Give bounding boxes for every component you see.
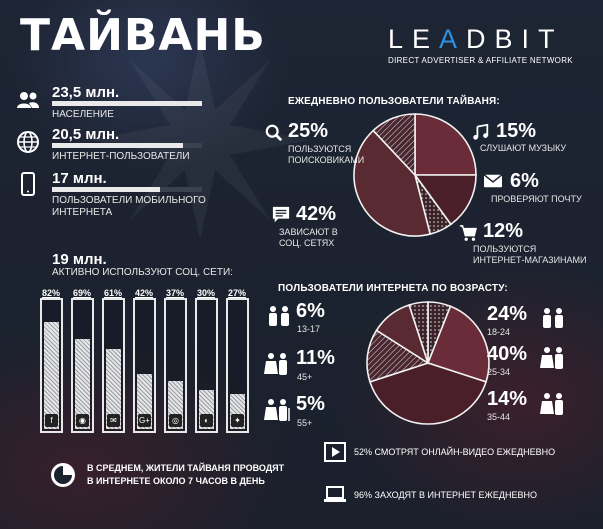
sun-decoration [90, 40, 310, 240]
daily-internet-stat: 96% ЗАХОДЯТ В ИНТЕРНЕТ ЕЖЕДНЕВНО [354, 490, 537, 500]
mobile-users-bar [52, 187, 202, 192]
daily-shop-pct: 12% [483, 220, 524, 242]
daily-search-label-2: ПОИСКОВИКАМИ [288, 155, 365, 165]
daily-shop-label-1: ПОЛЬЗУЮТСЯ [473, 244, 537, 254]
pie2-slice-2 [368, 362, 488, 425]
social-users-label: АКТИВНО ИСПОЛЬЗУЮТ СОЦ. СЕТИ: [52, 267, 233, 278]
daily-mail-label: ПРОВЕРЯЮТ ПОЧТУ [491, 194, 582, 204]
music-icon [473, 123, 489, 140]
pie1-slice-4 [372, 113, 416, 178]
social-bar-label-messenger: 61% [103, 288, 122, 298]
population-bar [52, 101, 202, 106]
elderly-icon [264, 399, 290, 421]
daily-music-label: СЛУШАЮТ МУЗЫКУ [480, 143, 567, 153]
internet-users-bar [52, 143, 202, 148]
social-bar-weibo [195, 298, 218, 433]
pie2-slice-1 [426, 305, 490, 383]
adults-icon [264, 353, 287, 375]
pie1-slice-0 [414, 113, 477, 176]
mobile-users-label: ПОЛЬЗОВАТЕЛИ МОБИЛЬНОГО ИНТЕРНЕТА [52, 195, 206, 218]
people-icon [17, 92, 39, 108]
weibo-icon: ◐ [200, 414, 213, 427]
daily-social-label-2: СОЦ. СЕТЯХ [279, 238, 335, 248]
hours-line-2: В ИНТЕРНЕТЕ ОКОЛО 7 ЧАСОВ В ДЕНЬ [87, 476, 265, 486]
pie2-slice-3 [366, 329, 430, 383]
young-adults-icon [540, 347, 563, 369]
age-45-label: 45+ [297, 372, 313, 382]
social-users-value: 19 млн. [52, 251, 107, 268]
daily-social-label-1: ЗАВИСАЮТ В [279, 227, 338, 237]
social-bar-label-twitter: 27% [227, 288, 246, 298]
age-35-44-pct: 14% [487, 388, 528, 410]
age-18-24-label: 18-24 [487, 327, 511, 337]
social-bar-fill-messenger [106, 349, 121, 429]
daily-music-pct: 15% [496, 120, 537, 142]
social-bar-fill-facebook [44, 321, 59, 429]
internet-users-label: ИНТЕРНЕТ-ПОЛЬЗОВАТЕЛИ [52, 151, 190, 162]
social-bar-line [71, 298, 94, 433]
line-icon: ◉ [76, 414, 89, 427]
social-bar-instagram [164, 298, 187, 433]
daily-pie-chart [353, 113, 477, 237]
hours-line-1: В СРЕДНЕМ, ЖИТЕЛИ ТАЙВАНЯ ПРОВОДЯТ [87, 463, 285, 473]
social-bar-facebook [40, 298, 63, 433]
daily-search-pct: 25% [288, 120, 329, 142]
mail-icon [484, 174, 502, 188]
chat-icon [272, 206, 290, 223]
teens-icon [269, 306, 289, 326]
youth-icon [543, 308, 563, 328]
messenger-icon: ✉ [107, 414, 120, 427]
age-18-24-pct: 24% [487, 303, 528, 325]
social-bar-twitter [226, 298, 249, 433]
pie1-slice-3 [353, 129, 432, 237]
daily-mail-pct: 6% [510, 170, 539, 192]
globe-icon [17, 131, 39, 153]
social-bar-fill-line [75, 338, 90, 429]
age-55-label: 55+ [297, 418, 313, 428]
facebook-icon: f [45, 414, 58, 427]
phone-icon [21, 172, 35, 196]
age-55-pct: 5% [296, 393, 325, 415]
age-13-17-label: 13-17 [297, 324, 321, 334]
social-bar-google+ [133, 298, 156, 433]
age-title: ПОЛЬЗОВАТЕЛИ ИНТЕРНЕТА ПО ВОЗРАСТУ: [278, 283, 508, 294]
social-bar-label-google+: 42% [134, 288, 153, 298]
age-35-44-label: 35-44 [487, 412, 511, 422]
laptop-icon [324, 486, 346, 502]
age-13-17-pct: 6% [296, 300, 325, 322]
social-bar-label-facebook: 82% [41, 288, 60, 298]
search-icon [265, 124, 283, 142]
mobile-users-value: 17 млн. [52, 170, 107, 187]
clock-icon [51, 463, 75, 487]
video-stat: 52% СМОТРЯТ ОНЛАЙН-ВИДЕО ЕЖЕДНЕВНО [354, 447, 556, 457]
age-pie-chart [366, 301, 490, 425]
daily-search-label-1: ПОЛЬЗУЮТСЯ [288, 144, 352, 154]
video-icon [324, 442, 346, 462]
social-bar-label-weibo: 30% [196, 288, 215, 298]
pie1-slice-1 [413, 174, 477, 226]
cart-icon [459, 225, 477, 241]
leadbit-logo: LEADBIT DIRECT ADVERTISER & AFFILIATE NE… [388, 24, 573, 65]
age-25-34-pct: 40% [487, 343, 528, 365]
page-title: ТАЙВАНЬ [20, 10, 266, 61]
google+-icon: G+ [138, 414, 151, 427]
middle-age-icon [540, 393, 563, 415]
daily-shop-label-2: ИНТЕРНЕТ-МАГАЗИНАМИ [473, 255, 587, 265]
population-label: НАСЕЛЕНИЕ [52, 109, 114, 120]
social-bar-label-line: 69% [72, 288, 91, 298]
social-bar-messenger [102, 298, 125, 433]
age-45-pct: 11% [296, 347, 335, 369]
population-value: 23,5 млн. [52, 84, 120, 101]
daily-social-pct: 42% [296, 203, 337, 225]
pie2-slice-5 [408, 301, 429, 364]
daily-title: ЕЖЕДНЕВНО ПОЛЬЗОВАТЕЛИ ТАЙВАНЯ: [288, 96, 500, 107]
social-bar-label-instagram: 37% [165, 288, 184, 298]
age-25-34-label: 25-34 [487, 367, 511, 377]
twitter-icon: ✦ [231, 414, 244, 427]
internet-users-value: 20,5 млн. [52, 126, 120, 143]
instagram-icon: ◎ [169, 414, 182, 427]
